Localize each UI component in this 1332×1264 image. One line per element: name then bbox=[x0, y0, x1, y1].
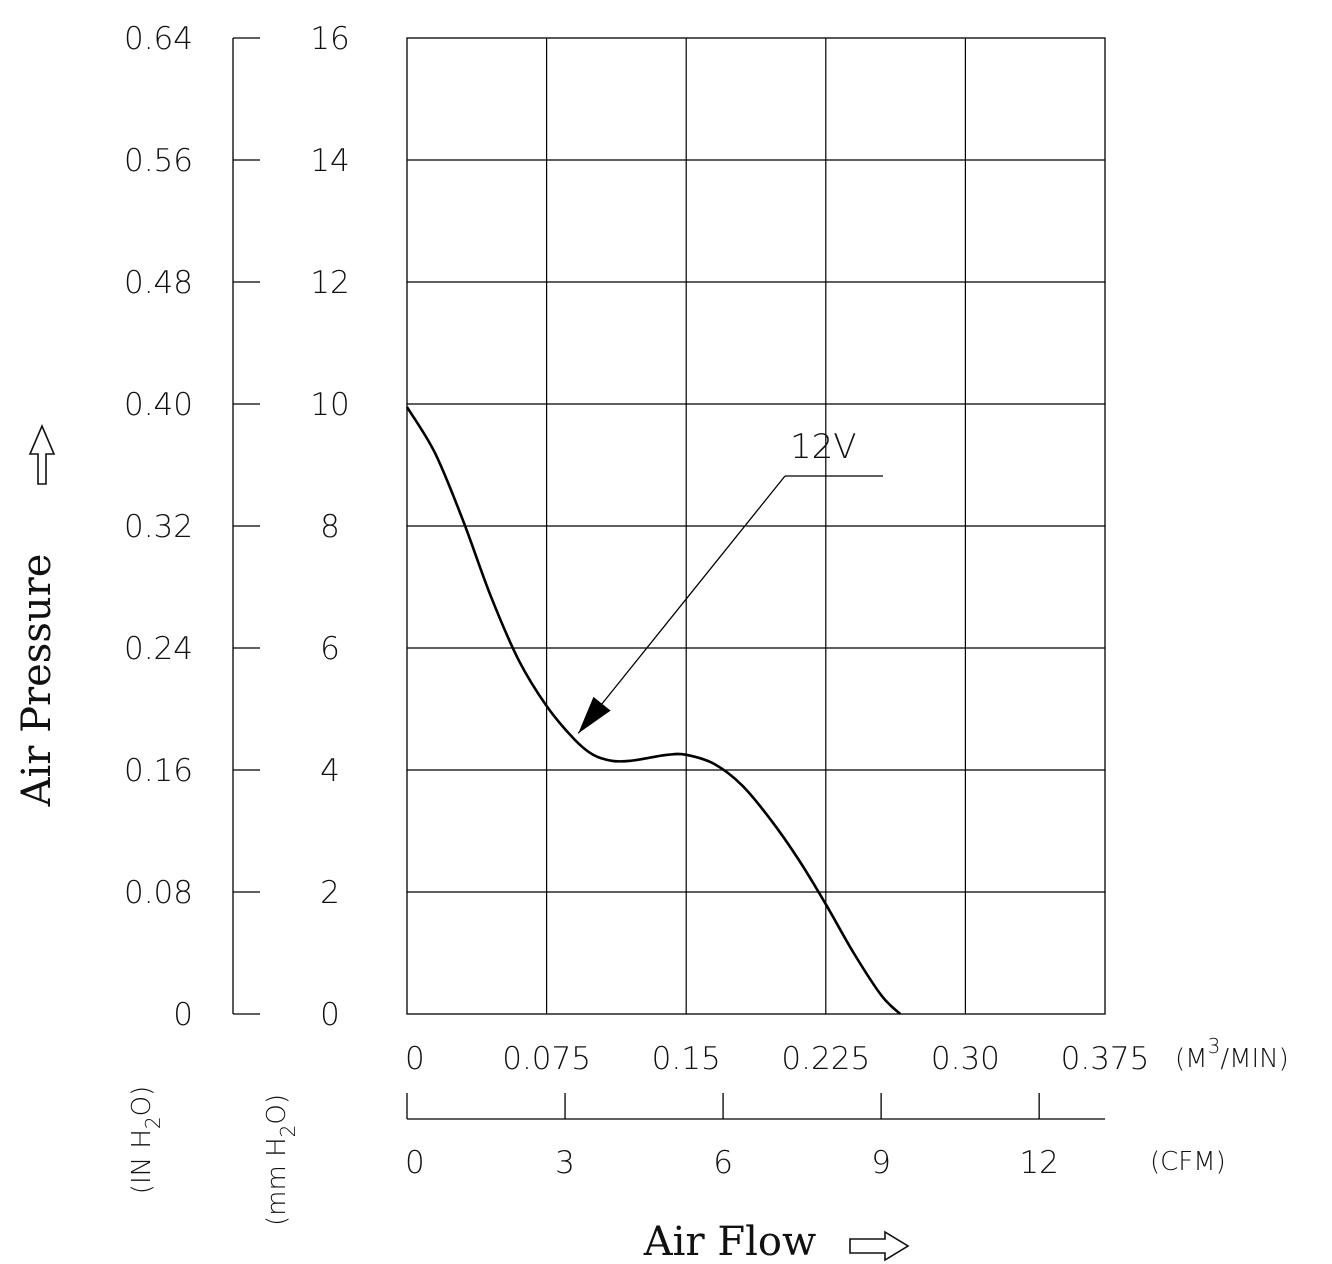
x-secondary-tick-label: 6 bbox=[713, 1145, 733, 1181]
y-secondary-tick-label: 0.16 bbox=[124, 753, 193, 789]
x-unit-rest: /MIN) bbox=[1220, 1044, 1288, 1074]
y-primary-tick-label: 16 bbox=[310, 21, 349, 57]
curve-layer bbox=[405, 406, 902, 1015]
y-secondary-tick-label: 0.08 bbox=[124, 875, 193, 911]
x-secondary-tick-label: 0 bbox=[405, 1145, 425, 1181]
y-primary-tick-label: 12 bbox=[310, 265, 349, 301]
x-secondary-tick-label: 9 bbox=[871, 1145, 891, 1181]
y-primary-unit: (mm H2O) bbox=[262, 1094, 300, 1226]
x-axis-title: Air Flow bbox=[643, 1219, 816, 1264]
y-secondary-tick-label: 0.40 bbox=[124, 387, 193, 423]
y1-unit-sub: 2 bbox=[276, 1125, 300, 1138]
series-line-12v bbox=[405, 406, 902, 1015]
y2-unit-sub: 2 bbox=[141, 1116, 165, 1129]
x-secondary-tick-label: 12 bbox=[1019, 1145, 1058, 1181]
y-secondary-tick-label: 0.56 bbox=[124, 143, 193, 179]
axes: 0 2 4 6 8 10 12 14 16 0 0.08 0.16 0.24 0.32 0.40 0.48 0.… bbox=[124, 21, 1149, 1181]
y-primary-tick-label: 6 bbox=[320, 631, 340, 667]
y-primary-tick-label: 2 bbox=[320, 875, 340, 911]
y-primary-tick-label: 0 bbox=[320, 997, 340, 1033]
y-secondary-tick-label: 0.64 bbox=[124, 21, 193, 57]
x-secondary-tick-label: 3 bbox=[555, 1145, 575, 1181]
x-primary-tick-label: 0.15 bbox=[652, 1041, 721, 1077]
y1-unit-post: O) bbox=[262, 1094, 292, 1125]
arrow-right-icon bbox=[849, 1230, 910, 1262]
series-label-12v: 12V bbox=[790, 427, 857, 467]
y-secondary-tick-label: 0.24 bbox=[124, 631, 193, 667]
annotation-leader bbox=[577, 475, 786, 734]
x-primary-tick-label: 0.30 bbox=[931, 1041, 1000, 1077]
y-primary-tick-label: 8 bbox=[320, 509, 340, 545]
y2-unit-pre: (IN H bbox=[127, 1129, 157, 1194]
x-primary-tick-label: 0.375 bbox=[1061, 1041, 1150, 1077]
arrow-up-icon bbox=[28, 423, 56, 485]
x-secondary-unit: (CFM) bbox=[1150, 1147, 1226, 1177]
plot-grid bbox=[406, 37, 1106, 1015]
x-primary-tick-label: 0 bbox=[405, 1041, 425, 1077]
x-unit-base: (M bbox=[1175, 1044, 1208, 1074]
x-unit-sup: 3 bbox=[1208, 1034, 1221, 1058]
y-secondary-unit: (IN H2O) bbox=[127, 1086, 165, 1194]
y-primary-tick-label: 10 bbox=[310, 387, 349, 423]
y-secondary-tick-label: 0.32 bbox=[124, 509, 193, 545]
annotation-layer: 12V bbox=[577, 427, 883, 734]
y1-unit-pre: (mm H bbox=[262, 1137, 292, 1226]
y-secondary-tick-label: 0 bbox=[173, 997, 193, 1033]
y-primary-tick-label: 14 bbox=[310, 143, 349, 179]
y-secondary-tick-label: 0.48 bbox=[124, 265, 193, 301]
y-axis-title: Air Pressure bbox=[14, 554, 60, 808]
x-primary-tick-label: 0.075 bbox=[502, 1041, 591, 1077]
x-primary-tick-label: 0.225 bbox=[781, 1041, 870, 1077]
y2-unit-post: O) bbox=[127, 1086, 157, 1117]
x-primary-unit: (M3/MIN) bbox=[1175, 1034, 1289, 1074]
y-primary-tick-label: 4 bbox=[320, 753, 340, 789]
annotation-arrowhead bbox=[578, 696, 611, 734]
